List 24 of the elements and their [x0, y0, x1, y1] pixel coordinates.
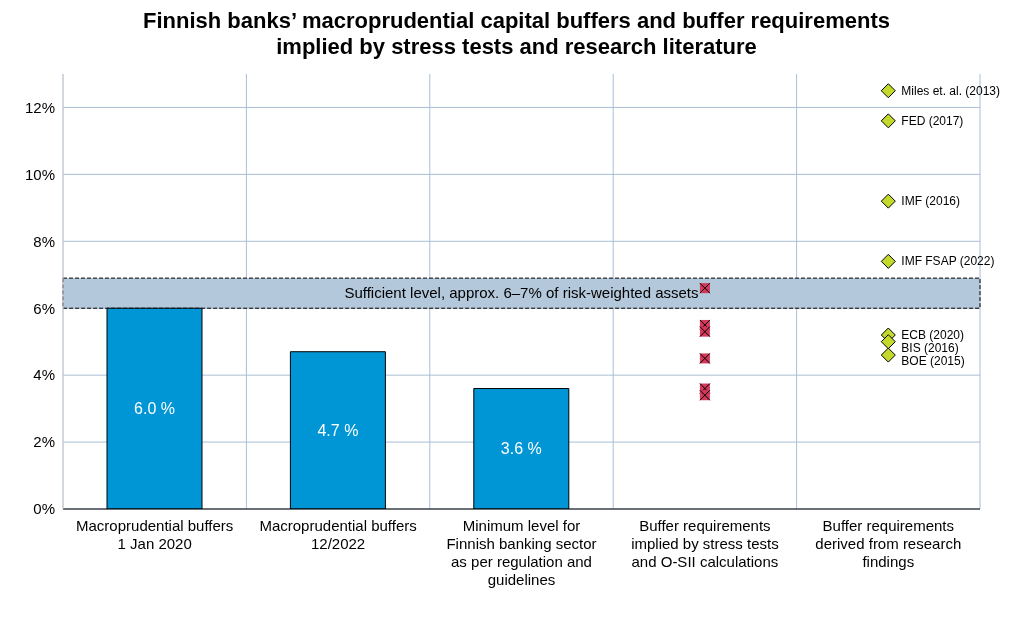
data-label: 4.7 % — [317, 422, 359, 440]
data-label: 6.0 % — [134, 400, 175, 418]
annotation: IMF (2016) — [901, 194, 960, 209]
annotation: BOE (2015) — [901, 354, 965, 368]
chart-title: Finnish banks’ macroprudential capital buffers and buffer requirements implied by stress tests and research literature — [142, 8, 891, 60]
annotation: ECB (2020) — [901, 328, 964, 342]
x-tick-label: Buffer requirements derived from research findings — [815, 517, 962, 570]
annotation: IMF FSAP (2022) — [901, 254, 995, 269]
x-tick-label: Buffer requirements implied by stress tests and O-SII calculations — [631, 517, 779, 570]
data-label: 3.6 % — [500, 440, 542, 458]
y-tick-label: 8% — [33, 232, 55, 250]
x-tick-label: Macroprudential buffers 12/2022 — [259, 517, 417, 552]
y-tick-label: 0% — [33, 500, 55, 518]
annotation: BIS (2016) — [901, 341, 959, 355]
x-tick-label: Macroprudential buffers 1 Jan 2020 — [76, 517, 234, 552]
y-tick-label: 2% — [33, 433, 55, 451]
annotation: Miles et. al. (2013) — [901, 83, 1001, 98]
y-tick-label: 10% — [24, 165, 55, 183]
x-tick-label: Minimum level for Finnish banking sector as per regulation and guidelines — [446, 517, 597, 588]
annotation: FED (2017) — [901, 113, 964, 128]
y-tick-label: 6% — [33, 299, 55, 317]
band-label: Sufficient level, approx. 6–7% of risk-weighted assets — [344, 284, 699, 302]
y-tick-label: 12% — [24, 98, 55, 116]
y-tick-label: 4% — [33, 366, 55, 384]
